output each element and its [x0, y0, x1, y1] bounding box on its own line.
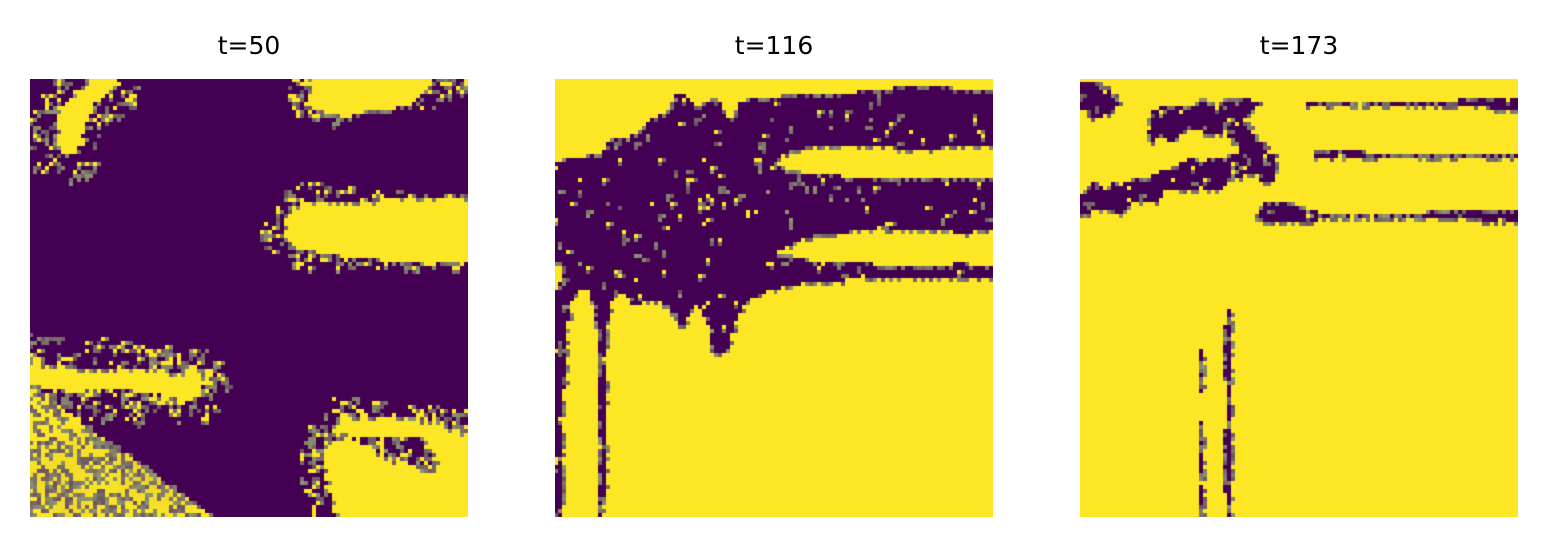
- panel-t50: t=50: [30, 0, 468, 548]
- heatmap-image: [555, 79, 993, 517]
- panel-t116: t=116: [555, 0, 993, 548]
- panel-title: t=173: [1259, 31, 1339, 60]
- panel-title: t=50: [217, 31, 281, 60]
- panel-title: t=116: [734, 31, 814, 60]
- heatmap-image: [1080, 79, 1518, 517]
- panel-t173: t=173: [1080, 0, 1518, 548]
- heatmap-image: [30, 79, 468, 517]
